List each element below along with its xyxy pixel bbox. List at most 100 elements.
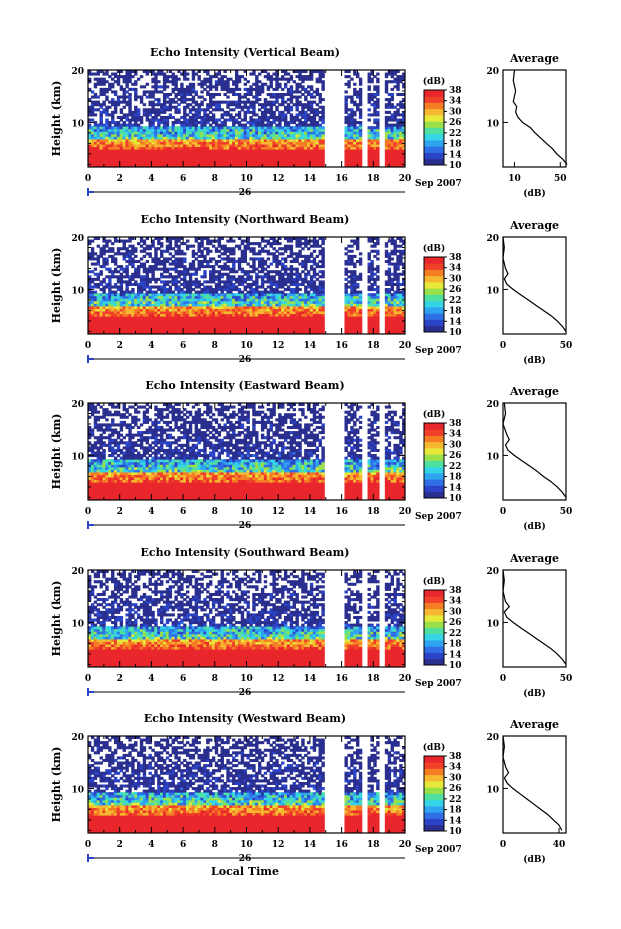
heatmap-cell: [269, 161, 273, 165]
heatmap-cell: [108, 146, 112, 150]
heatmap-cell: [232, 136, 236, 140]
heatmap-cell: [281, 128, 285, 132]
heatmap-cell: [93, 262, 98, 266]
heatmap-cell: [281, 100, 285, 104]
heatmap-cell: [102, 131, 106, 135]
heatmap-cell: [105, 133, 109, 137]
heatmap-cell: [286, 156, 291, 160]
heatmap-cell: [232, 87, 236, 91]
heatmap-cell: [145, 144, 150, 148]
heatmap-cell: [131, 136, 135, 140]
heatmap-cell: [211, 100, 216, 104]
heatmap-cell: [203, 87, 207, 91]
heatmap-cell: [376, 164, 380, 168]
heatmap-cell: [131, 128, 135, 132]
heatmap-cell: [243, 126, 247, 130]
heatmap-cell: [102, 123, 106, 127]
heatmap-cell: [183, 118, 187, 122]
heatmap-cell: [136, 164, 141, 168]
heatmap-cell: [309, 141, 314, 145]
heatmap-cell: [160, 149, 164, 153]
heatmap-cell: [157, 108, 161, 112]
heatmap-cell: [206, 138, 210, 142]
heatmap-cell: [393, 113, 397, 117]
heatmap-cell: [134, 123, 138, 127]
heatmap-cell: [108, 151, 112, 155]
heatmap-cell: [197, 133, 201, 137]
heatmap-cell: [99, 272, 103, 276]
heatmap-cell: [209, 257, 213, 261]
heatmap-cell: [185, 244, 190, 248]
heatmap-cell: [105, 282, 109, 286]
heatmap-cell: [136, 144, 141, 148]
heatmap-cell: [249, 133, 253, 137]
heatmap-cell: [183, 265, 187, 269]
heatmap-cell: [272, 95, 276, 99]
heatmap-cell: [139, 149, 144, 153]
heatmap-cell: [194, 92, 199, 97]
heatmap-cell: [93, 305, 98, 309]
heatmap-cell: [266, 110, 271, 114]
heatmap-cell: [209, 80, 213, 84]
heatmap-cell: [350, 156, 354, 160]
heatmap-cell: [211, 151, 216, 155]
heatmap-cell: [237, 123, 242, 127]
heatmap-cell: [226, 141, 230, 145]
chart-1-colorbar-tick-label: 26: [449, 118, 462, 128]
heatmap-cell: [246, 133, 250, 137]
heatmap-cell: [353, 131, 357, 135]
heatmap-cell: [96, 321, 101, 325]
heatmap-cell: [151, 72, 155, 76]
heatmap-cell: [240, 239, 245, 243]
heatmap-cell: [160, 126, 164, 130]
heatmap-cell: [358, 100, 363, 104]
heatmap-cell: [154, 72, 158, 76]
heatmap-cell: [220, 133, 224, 137]
heatmap-cell: [232, 131, 236, 135]
heatmap-cell: [211, 149, 216, 153]
heatmap-cell: [96, 82, 101, 86]
heatmap-cell: [243, 277, 247, 281]
heatmap-cell: [180, 90, 184, 94]
heatmap-cell: [177, 90, 181, 94]
heatmap-cell: [240, 151, 245, 155]
heatmap-cell: [295, 70, 299, 74]
heatmap-cell: [148, 277, 152, 281]
heatmap-cell: [122, 252, 126, 256]
heatmap-cell: [229, 100, 233, 104]
heatmap-cell: [304, 118, 308, 122]
heatmap-cell: [96, 154, 101, 158]
heatmap-cell: [174, 95, 178, 99]
heatmap-cell: [102, 321, 106, 325]
heatmap-cell: [168, 149, 173, 153]
heatmap-cell: [203, 154, 207, 158]
heatmap-cell: [211, 126, 216, 130]
heatmap-cell: [399, 136, 403, 140]
heatmap-cell: [151, 77, 155, 81]
heatmap-cell: [367, 98, 371, 102]
heatmap-cell: [304, 105, 308, 109]
heatmap-cell: [223, 100, 227, 104]
heatmap-cell: [113, 141, 118, 145]
heatmap-cell: [134, 133, 138, 137]
heatmap-cell: [269, 262, 273, 266]
heatmap-cell: [390, 105, 394, 109]
heatmap-cell: [108, 131, 112, 135]
heatmap-cell: [217, 146, 222, 150]
heatmap-cell: [217, 249, 222, 253]
heatmap-cell: [157, 285, 161, 289]
heatmap-cell: [281, 75, 285, 79]
heatmap-cell: [376, 131, 380, 135]
heatmap-cell: [191, 108, 196, 112]
heatmap-cell: [183, 131, 187, 135]
heatmap-cell: [258, 138, 262, 142]
heatmap-cell: [237, 138, 242, 142]
heatmap-cell: [142, 154, 147, 158]
heatmap-cell: [278, 247, 282, 251]
heatmap-cell: [90, 151, 95, 155]
heatmap-cell: [90, 108, 95, 112]
heatmap-cell: [191, 131, 196, 135]
heatmap-cell: [356, 72, 360, 76]
heatmap-cell: [283, 121, 288, 125]
heatmap-cell: [180, 144, 184, 148]
